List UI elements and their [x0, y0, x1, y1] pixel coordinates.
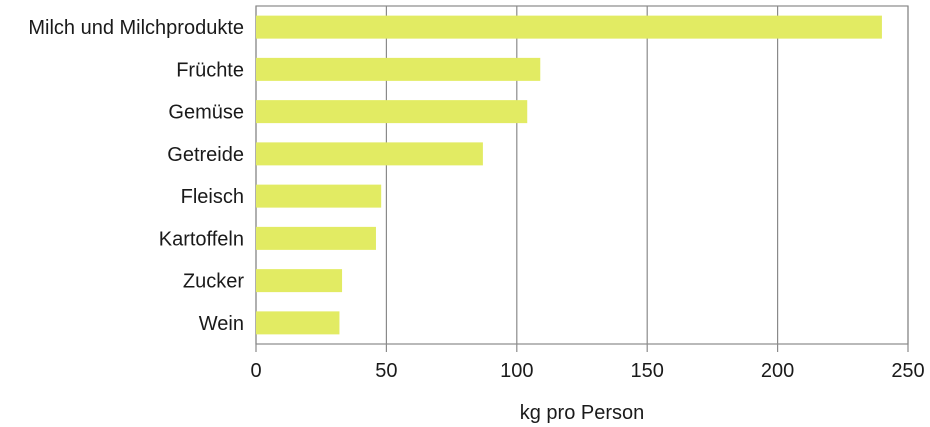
x-tick-label: 0: [250, 360, 261, 382]
category-label: Getreide: [167, 144, 244, 166]
category-label: Kartoffeln: [159, 228, 244, 250]
category-label: Früchte: [176, 59, 244, 81]
bar: [256, 15, 882, 39]
plot-frame: [255, 5, 909, 345]
category-label: Zucker: [183, 271, 244, 293]
bar: [256, 311, 340, 335]
bar: [256, 57, 541, 81]
x-tick-labels: 0 50 100 150 200 250: [250, 360, 924, 382]
category-label: Fleisch: [181, 186, 244, 208]
grid-lines: [255, 5, 909, 352]
x-tick-label: 250: [891, 360, 924, 382]
category-label: Wein: [199, 313, 244, 335]
x-tick-label: 150: [631, 360, 664, 382]
bar: [256, 269, 343, 293]
category-label: Gemüse: [168, 102, 244, 124]
category-labels: Milch und Milchprodukte Früchte Gemüse Getr…: [28, 17, 244, 335]
x-tick-label: 200: [761, 360, 794, 382]
bar: [256, 100, 528, 124]
bar: [256, 142, 483, 166]
x-tick-label: 50: [375, 360, 397, 382]
x-tick-label: 100: [500, 360, 533, 382]
bar: [256, 184, 382, 208]
x-axis-title: kg pro Person: [520, 402, 645, 424]
category-label: Milch und Milchprodukte: [28, 17, 244, 39]
bar: [256, 226, 376, 250]
bars: [256, 15, 882, 335]
